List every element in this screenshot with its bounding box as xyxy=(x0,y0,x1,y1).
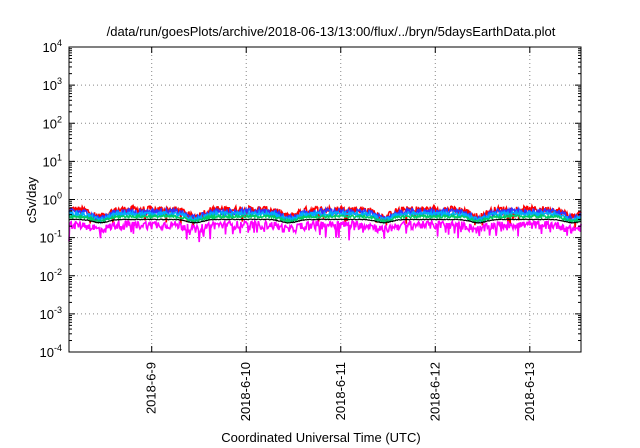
series-line-4 xyxy=(68,218,582,243)
y-tick-label: 104 xyxy=(43,38,62,55)
x-axis: 2018-6-9 2018-6-10 2018-6-11 2018-6-12 2018-… xyxy=(144,47,537,421)
y-tick-label: 103 xyxy=(43,76,62,93)
y-tick-label: 10-3 xyxy=(40,305,62,322)
y-tick-label: 10-2 xyxy=(40,267,62,284)
y-tick-label: 100 xyxy=(43,191,62,208)
y-tick-label: 10-4 xyxy=(40,343,62,360)
y-axis-label: cSv/day xyxy=(24,176,39,223)
x-tick-label: 2018-6-11 xyxy=(333,362,348,420)
y-tick-label: 101 xyxy=(43,152,62,169)
y-tick-label: 102 xyxy=(43,114,62,131)
y-axis: 10-4 10-3 10-2 10-1 100 101 102 103 104 xyxy=(40,38,581,360)
data-series xyxy=(68,203,582,243)
chart-title: /data/run/goesPlots/archive/2018-06-13/1… xyxy=(107,24,556,39)
x-tick-label: 2018-6-10 xyxy=(238,362,253,421)
x-tick-label: 2018-6-13 xyxy=(522,362,537,421)
grid-lines xyxy=(69,47,581,352)
series-line-2 xyxy=(68,208,582,225)
x-axis-label: Coordinated Universal Time (UTC) xyxy=(221,430,420,445)
x-tick-label: 2018-6-12 xyxy=(427,362,442,421)
y-tick-label: 10-1 xyxy=(40,229,62,246)
x-tick-label: 2018-6-9 xyxy=(144,362,159,414)
series-line-3 xyxy=(68,212,582,225)
series-line-5 xyxy=(68,218,581,224)
